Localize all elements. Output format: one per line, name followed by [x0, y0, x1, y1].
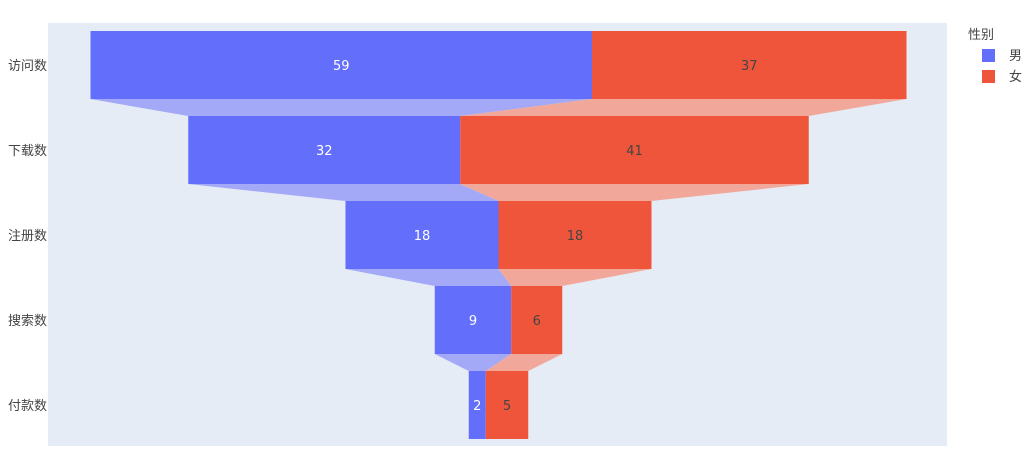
bar-female[interactable] [511, 286, 563, 354]
y-tick-label: 搜索数 [8, 314, 47, 329]
bar-female[interactable] [485, 371, 529, 439]
bar-female[interactable] [592, 31, 907, 99]
connector-male [188, 184, 499, 201]
y-tick-label: 付款数 [8, 399, 47, 414]
legend-swatch-male [982, 49, 995, 62]
legend[interactable]: 性别 男 女 [968, 28, 1022, 85]
bar-female[interactable] [460, 116, 809, 184]
bar-male[interactable] [90, 31, 593, 99]
legend-swatch-female [982, 70, 995, 83]
bar-male[interactable] [188, 116, 461, 184]
bar-female[interactable] [498, 201, 652, 269]
data-label-layer: 59 37 32 41 18 18 9 6 2 5 [316, 59, 758, 414]
connector-female [460, 184, 809, 201]
bar-male[interactable] [468, 371, 486, 439]
data-label-female: 37 [741, 59, 758, 74]
legend-title: 性别 [968, 28, 994, 43]
y-tick-label: 注册数 [8, 229, 47, 244]
legend-label-female: 女 [1009, 69, 1022, 85]
data-label-female: 5 [503, 399, 511, 414]
data-label-male: 9 [469, 314, 477, 329]
data-label-female: 6 [533, 314, 541, 329]
connector-male [90, 99, 592, 116]
data-label-male: 32 [316, 144, 333, 159]
data-label-male: 2 [473, 399, 481, 414]
connector-female [460, 99, 907, 116]
bar-layer [90, 31, 907, 439]
legend-item-female[interactable]: 女 [982, 69, 1022, 85]
bar-male[interactable] [434, 286, 512, 354]
connector-male [345, 269, 512, 286]
bar-male[interactable] [345, 201, 499, 269]
y-tick-label: 下载数 [8, 144, 47, 159]
data-label-female: 18 [567, 229, 584, 244]
connector-female [485, 354, 563, 371]
connector-female [498, 269, 652, 286]
legend-label-male: 男 [1009, 49, 1022, 64]
data-label-male: 18 [414, 229, 431, 244]
legend-item-male[interactable]: 男 [982, 49, 1022, 64]
connector-layer [90, 99, 907, 371]
data-label-female: 41 [626, 144, 643, 159]
y-tick-label: 访问数 [8, 59, 47, 74]
data-label-male: 59 [333, 59, 350, 74]
